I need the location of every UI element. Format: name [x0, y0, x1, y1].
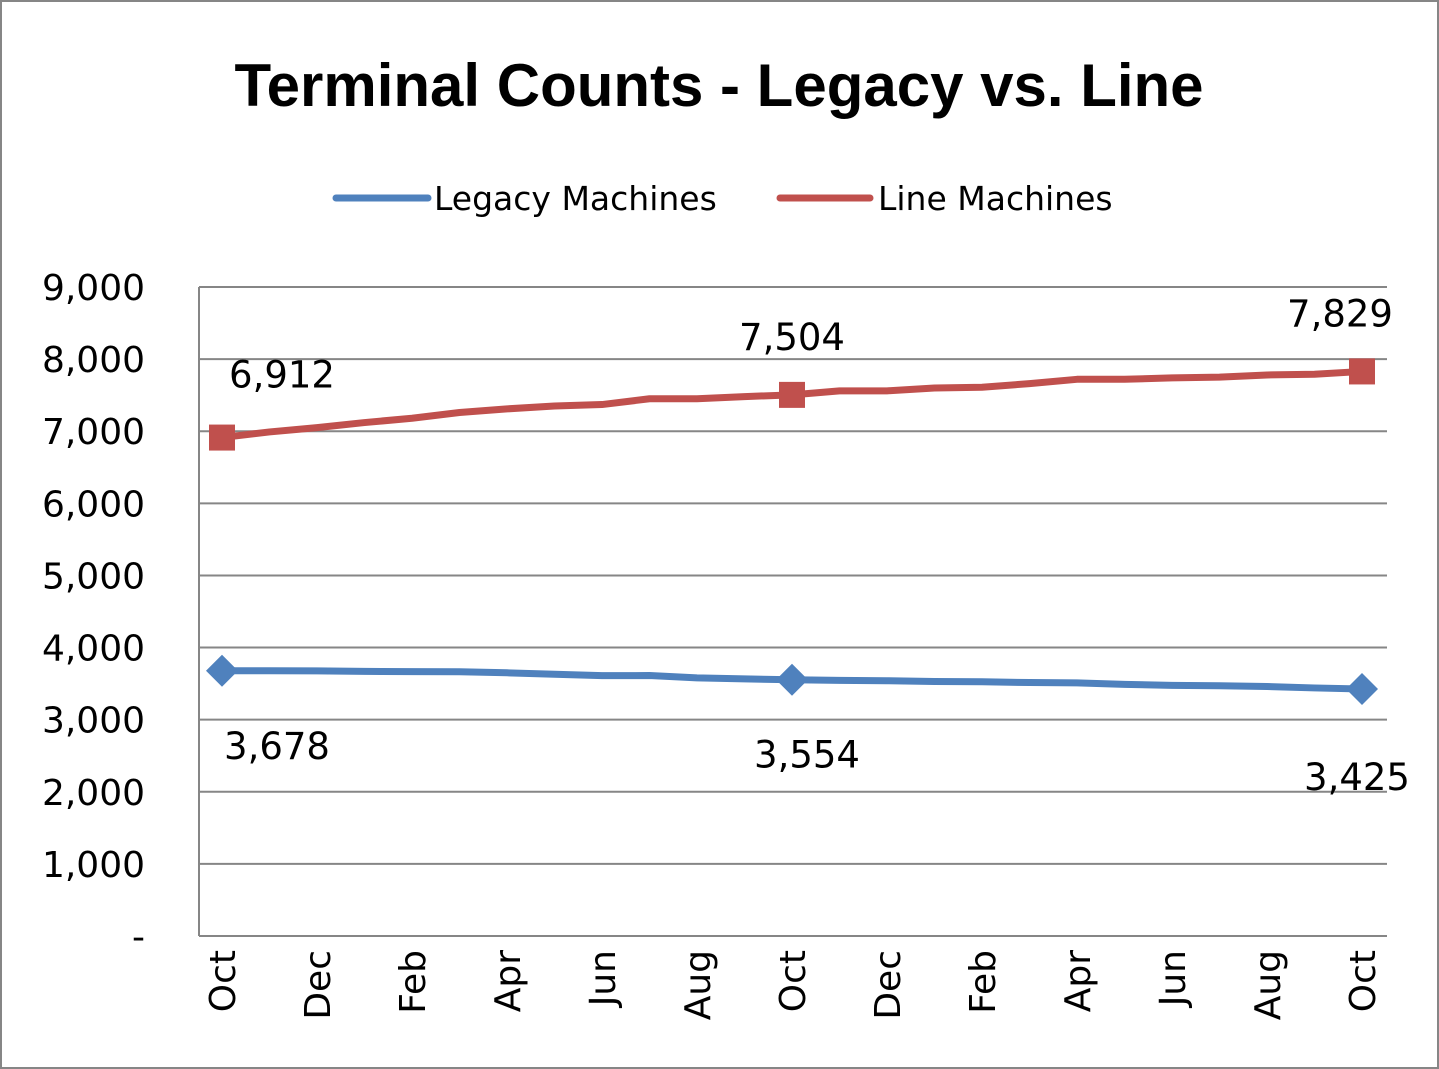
y-tick-label: 1,000 [42, 845, 145, 886]
y-tick-label: 7,000 [42, 412, 145, 453]
data-label: 7,504 [739, 316, 845, 359]
legend-label-line: Line Machines [878, 179, 1113, 218]
x-tick-label: Jun [583, 950, 624, 1008]
data-point-marker [1349, 358, 1375, 385]
x-tick-label: Jun [1153, 950, 1194, 1008]
data-point-marker [1346, 673, 1378, 706]
y-tick-label: 6,000 [42, 484, 145, 525]
data-label: 7,829 [1287, 292, 1393, 335]
x-tick-label: Aug [678, 950, 719, 1020]
x-tick-label: Oct [1343, 950, 1384, 1012]
y-tick-label: 8,000 [42, 340, 145, 381]
x-tick-label: Oct [773, 950, 814, 1012]
x-tick-label: Dec [298, 950, 339, 1020]
x-tick-label: Apr [1058, 950, 1099, 1012]
y-tick-label: 9,000 [42, 268, 145, 309]
data-point-marker [779, 381, 805, 408]
legend: Legacy Machines Line Machines [332, 179, 1113, 218]
data-label: 3,425 [1304, 756, 1410, 799]
data-point-marker [776, 663, 808, 696]
data-point-marker [209, 424, 235, 451]
data-label: 6,912 [229, 354, 335, 397]
y-tick-label: 3,000 [42, 701, 145, 742]
legend-label-legacy: Legacy Machines [434, 179, 717, 218]
data-label: 3,678 [224, 725, 330, 768]
data-point-marker [206, 654, 238, 687]
y-tick-label: 4,000 [42, 629, 145, 670]
data-label: 3,554 [754, 734, 860, 777]
x-tick-label: Apr [488, 950, 529, 1012]
y-tick-label: 2,000 [42, 773, 145, 814]
x-tick-label: Dec [868, 950, 909, 1020]
x-tick-label: Feb [963, 950, 1004, 1014]
chart-title: Terminal Counts - Legacy vs. Line [234, 52, 1203, 119]
x-tick-label: Oct [203, 950, 244, 1012]
y-tick-label: 5,000 [42, 556, 145, 597]
x-tick-label: Aug [1248, 950, 1289, 1020]
x-tick-label: Feb [393, 950, 434, 1014]
y-tick-label: - [132, 917, 145, 958]
